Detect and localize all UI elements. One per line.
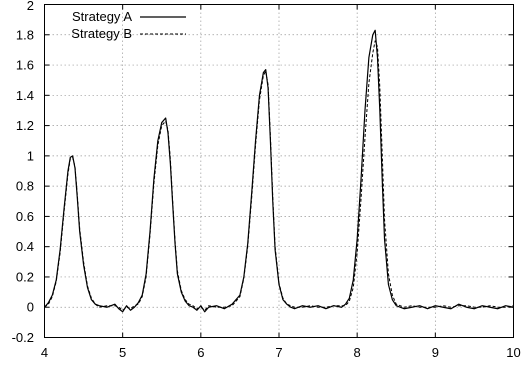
y-tick-label: 0.6 bbox=[16, 209, 34, 224]
x-tick-label: 9 bbox=[432, 345, 439, 360]
axis-ticks bbox=[44, 4, 514, 338]
x-tick-label: 5 bbox=[119, 345, 126, 360]
plot-frame bbox=[44, 4, 514, 338]
y-tick-label: 0.4 bbox=[16, 239, 34, 254]
y-tick-label: 1 bbox=[27, 148, 34, 163]
x-tick-label: 10 bbox=[506, 345, 520, 360]
x-tick-label: 7 bbox=[275, 345, 282, 360]
y-tick-label: 0.2 bbox=[16, 269, 34, 284]
series-lines bbox=[44, 29, 514, 313]
legend-label-strategy-b: Strategy B bbox=[71, 26, 132, 41]
legend-label-strategy-a: Strategy A bbox=[72, 9, 132, 24]
legend: Strategy A Strategy B bbox=[71, 9, 186, 41]
y-tick-label: 1.2 bbox=[16, 118, 34, 133]
x-tick-label: 6 bbox=[197, 345, 204, 360]
x-tick-label: 8 bbox=[354, 345, 361, 360]
y-tick-label: 1.8 bbox=[16, 27, 34, 42]
grid bbox=[44, 4, 514, 338]
y-tick-label: 2 bbox=[27, 0, 34, 13]
y-axis-tick-labels: -0.2 0 0.2 0.4 0.6 0.8 1 1.2 1.4 1.6 1.8 2 bbox=[12, 0, 34, 345]
y-tick-label: 0 bbox=[27, 300, 34, 315]
series-line-strategy-b bbox=[44, 40, 514, 311]
x-axis-tick-labels: 4 5 6 7 8 9 10 bbox=[41, 345, 521, 360]
y-tick-label: -0.2 bbox=[12, 330, 34, 345]
y-tick-label: 1.4 bbox=[16, 88, 34, 103]
y-tick-label: 0.8 bbox=[16, 179, 34, 194]
x-tick-label: 4 bbox=[41, 345, 48, 360]
y-tick-label: 1.6 bbox=[16, 58, 34, 73]
